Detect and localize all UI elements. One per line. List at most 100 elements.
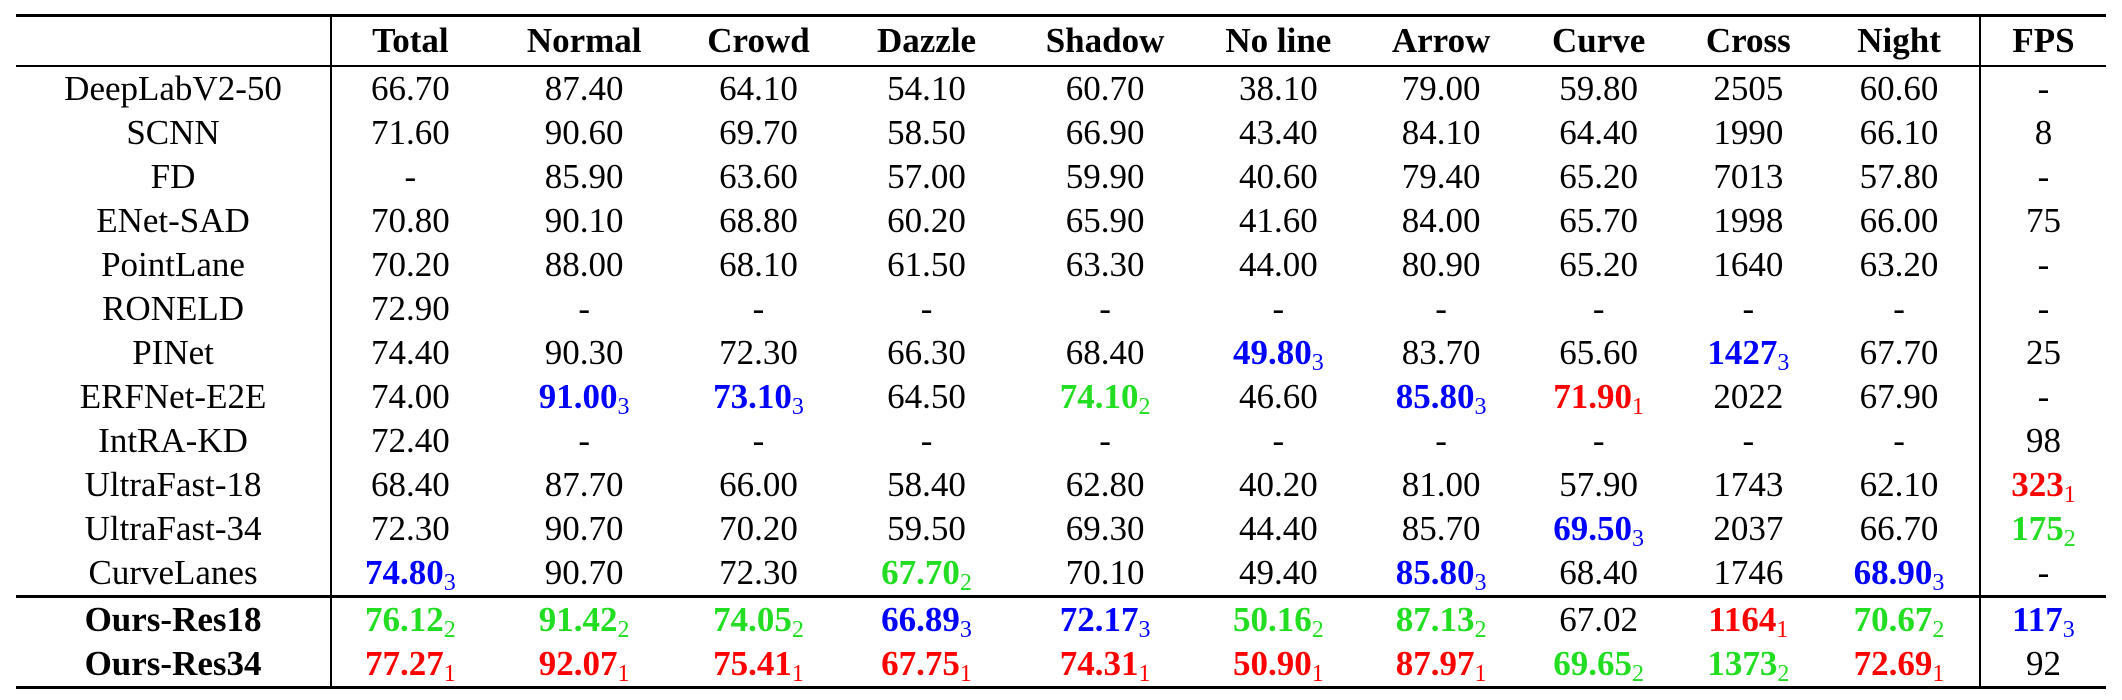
rank-subscript: 1 xyxy=(791,661,804,687)
cell-night: 67.70 xyxy=(1819,331,1980,375)
rank-subscript: 2 xyxy=(1932,617,1945,643)
cell-value: 75 xyxy=(2025,201,2061,240)
cell-crowd: 72.30 xyxy=(680,331,838,375)
cell-crowd: 63.60 xyxy=(680,155,838,199)
cell-cross: 11641 xyxy=(1677,595,1820,642)
cell-dazzle: 58.50 xyxy=(837,111,1016,155)
cell-value: 67.75 xyxy=(881,644,960,683)
cell-dazzle: 64.50 xyxy=(837,375,1016,419)
cell-crowd: 72.30 xyxy=(680,551,838,597)
cell-value: 1743 xyxy=(1713,465,1784,504)
cell-fps: 25 xyxy=(1978,331,2106,375)
cell-value: 40.60 xyxy=(1238,157,1318,196)
cell-value: 65.20 xyxy=(1559,245,1639,284)
header-row: Total Normal Crowd Dazzle Shadow No line Arrow… xyxy=(16,14,2106,67)
cell-arrow: 79.40 xyxy=(1362,155,1520,199)
table-row: ERFNet-E2E 74.00 91.003 73.103 64.50 74.102 46… xyxy=(16,375,2106,419)
cell-value: 87.97 xyxy=(1395,644,1475,683)
cell-value: 66.89 xyxy=(881,600,960,639)
cell-value: 175 xyxy=(2011,509,2064,548)
cell-value: 69.50 xyxy=(1553,509,1633,548)
cell-value: 2022 xyxy=(1713,377,1784,416)
cell-cross: 7013 xyxy=(1677,155,1819,199)
cell-shadow: 69.30 xyxy=(1016,507,1195,551)
rank-subscript: 3 xyxy=(2062,617,2075,643)
cell-shadow: 68.40 xyxy=(1016,331,1195,375)
cell-value: 60.70 xyxy=(1065,69,1145,108)
header-total: Total xyxy=(330,14,489,67)
method-name: SCNN xyxy=(126,113,220,152)
cell-value: 1746 xyxy=(1713,553,1784,592)
cell-shadow: 63.30 xyxy=(1016,243,1195,287)
cell-total: 71.60 xyxy=(330,111,489,155)
cell-crowd: 68.10 xyxy=(680,243,838,287)
cell-value: - xyxy=(1272,421,1285,460)
cell-value: 90.60 xyxy=(544,113,624,152)
cell-curve: 59.80 xyxy=(1520,66,1678,111)
cell-normal: 90.70 xyxy=(489,551,680,597)
cell-no-line: 50.901 xyxy=(1194,642,1363,689)
cell-value: - xyxy=(2037,69,2050,108)
rank-subscript: 1 xyxy=(1474,661,1487,687)
rank-subscript: 1 xyxy=(2063,482,2076,508)
cell-value: - xyxy=(2037,245,2050,284)
cell-crowd: 66.00 xyxy=(680,463,838,507)
cell-arrow: 79.00 xyxy=(1362,66,1520,111)
cell-value: 76.12 xyxy=(364,600,444,639)
cell-crowd: 75.411 xyxy=(679,642,838,689)
cell-value: 72.69 xyxy=(1853,644,1933,683)
cell-total: 70.80 xyxy=(330,199,489,243)
cell-value: 46.60 xyxy=(1238,377,1318,416)
table-row: UltraFast-34 72.30 90.70 70.20 59.50 69.30 44.… xyxy=(16,507,2106,551)
table-row: ENet-SAD 70.80 90.10 68.80 60.20 65.90 41.60 84… xyxy=(16,199,2106,243)
rank-subscript: 1 xyxy=(1311,661,1324,687)
cell-value: 44.40 xyxy=(1238,509,1318,548)
method-name: ENet-SAD xyxy=(96,201,250,240)
cell-value: 67.70 xyxy=(881,553,960,592)
rank-subscript: 3 xyxy=(1311,350,1324,376)
cell-curve: 71.901 xyxy=(1520,375,1678,419)
cell-value: 1427 xyxy=(1707,333,1778,372)
cell-value: 70.67 xyxy=(1853,600,1933,639)
header-shadow: Shadow xyxy=(1015,14,1195,67)
cell-value: 71.90 xyxy=(1553,377,1633,416)
cell-night: 70.672 xyxy=(1819,595,1980,643)
cell-value: 1990 xyxy=(1713,113,1784,152)
cell-normal: 85.90 xyxy=(489,155,680,199)
cell-value: - xyxy=(578,289,590,328)
cell-value: 72.30 xyxy=(719,333,798,372)
cell-night: - xyxy=(1819,419,1980,463)
cell-value: 85.90 xyxy=(544,157,624,196)
cell-normal: 91.003 xyxy=(489,375,680,419)
cell-fps: 8 xyxy=(1978,111,2106,155)
cell-value: 49.80 xyxy=(1232,333,1312,372)
table-row: RONELD 72.90 - - - - - - - - - - xyxy=(16,287,2106,331)
table-row: FD - 85.90 63.60 57.00 59.90 40.60 79.40 65.20 70… xyxy=(16,155,2106,199)
cell-shadow: 66.90 xyxy=(1016,111,1195,155)
cell-value: 59.90 xyxy=(1065,157,1145,196)
cell-arrow: - xyxy=(1362,419,1520,463)
cell-value: 70.20 xyxy=(370,245,450,284)
cell-value: 87.13 xyxy=(1395,600,1475,639)
cell-value: 84.00 xyxy=(1401,201,1481,240)
method-name: DeepLabV2-50 xyxy=(64,69,282,108)
cell-value: 65.90 xyxy=(1065,201,1145,240)
cell-value: 66.90 xyxy=(1065,113,1145,152)
cell-value: 84.10 xyxy=(1401,113,1481,152)
method-name: PINet xyxy=(132,333,214,372)
cell-fps: - xyxy=(1978,243,2106,287)
cell-value: 79.40 xyxy=(1401,157,1481,196)
cell-dazzle: 66.893 xyxy=(837,595,1016,642)
cell-fps: 1752 xyxy=(1978,507,2106,551)
cell-value: 57.80 xyxy=(1859,157,1939,196)
cell-value: 60.20 xyxy=(887,201,966,240)
cell-arrow: 85.803 xyxy=(1362,551,1520,597)
cell-crowd: - xyxy=(680,419,838,463)
cell-value: - xyxy=(2037,553,2050,592)
cell-dazzle: 59.50 xyxy=(837,507,1016,551)
rank-subscript: 2 xyxy=(443,617,456,643)
cell-value: 83.70 xyxy=(1401,333,1481,372)
rank-subscript: 3 xyxy=(791,394,804,420)
cell-value: 62.80 xyxy=(1065,465,1145,504)
cell-value: 72.30 xyxy=(719,553,798,592)
